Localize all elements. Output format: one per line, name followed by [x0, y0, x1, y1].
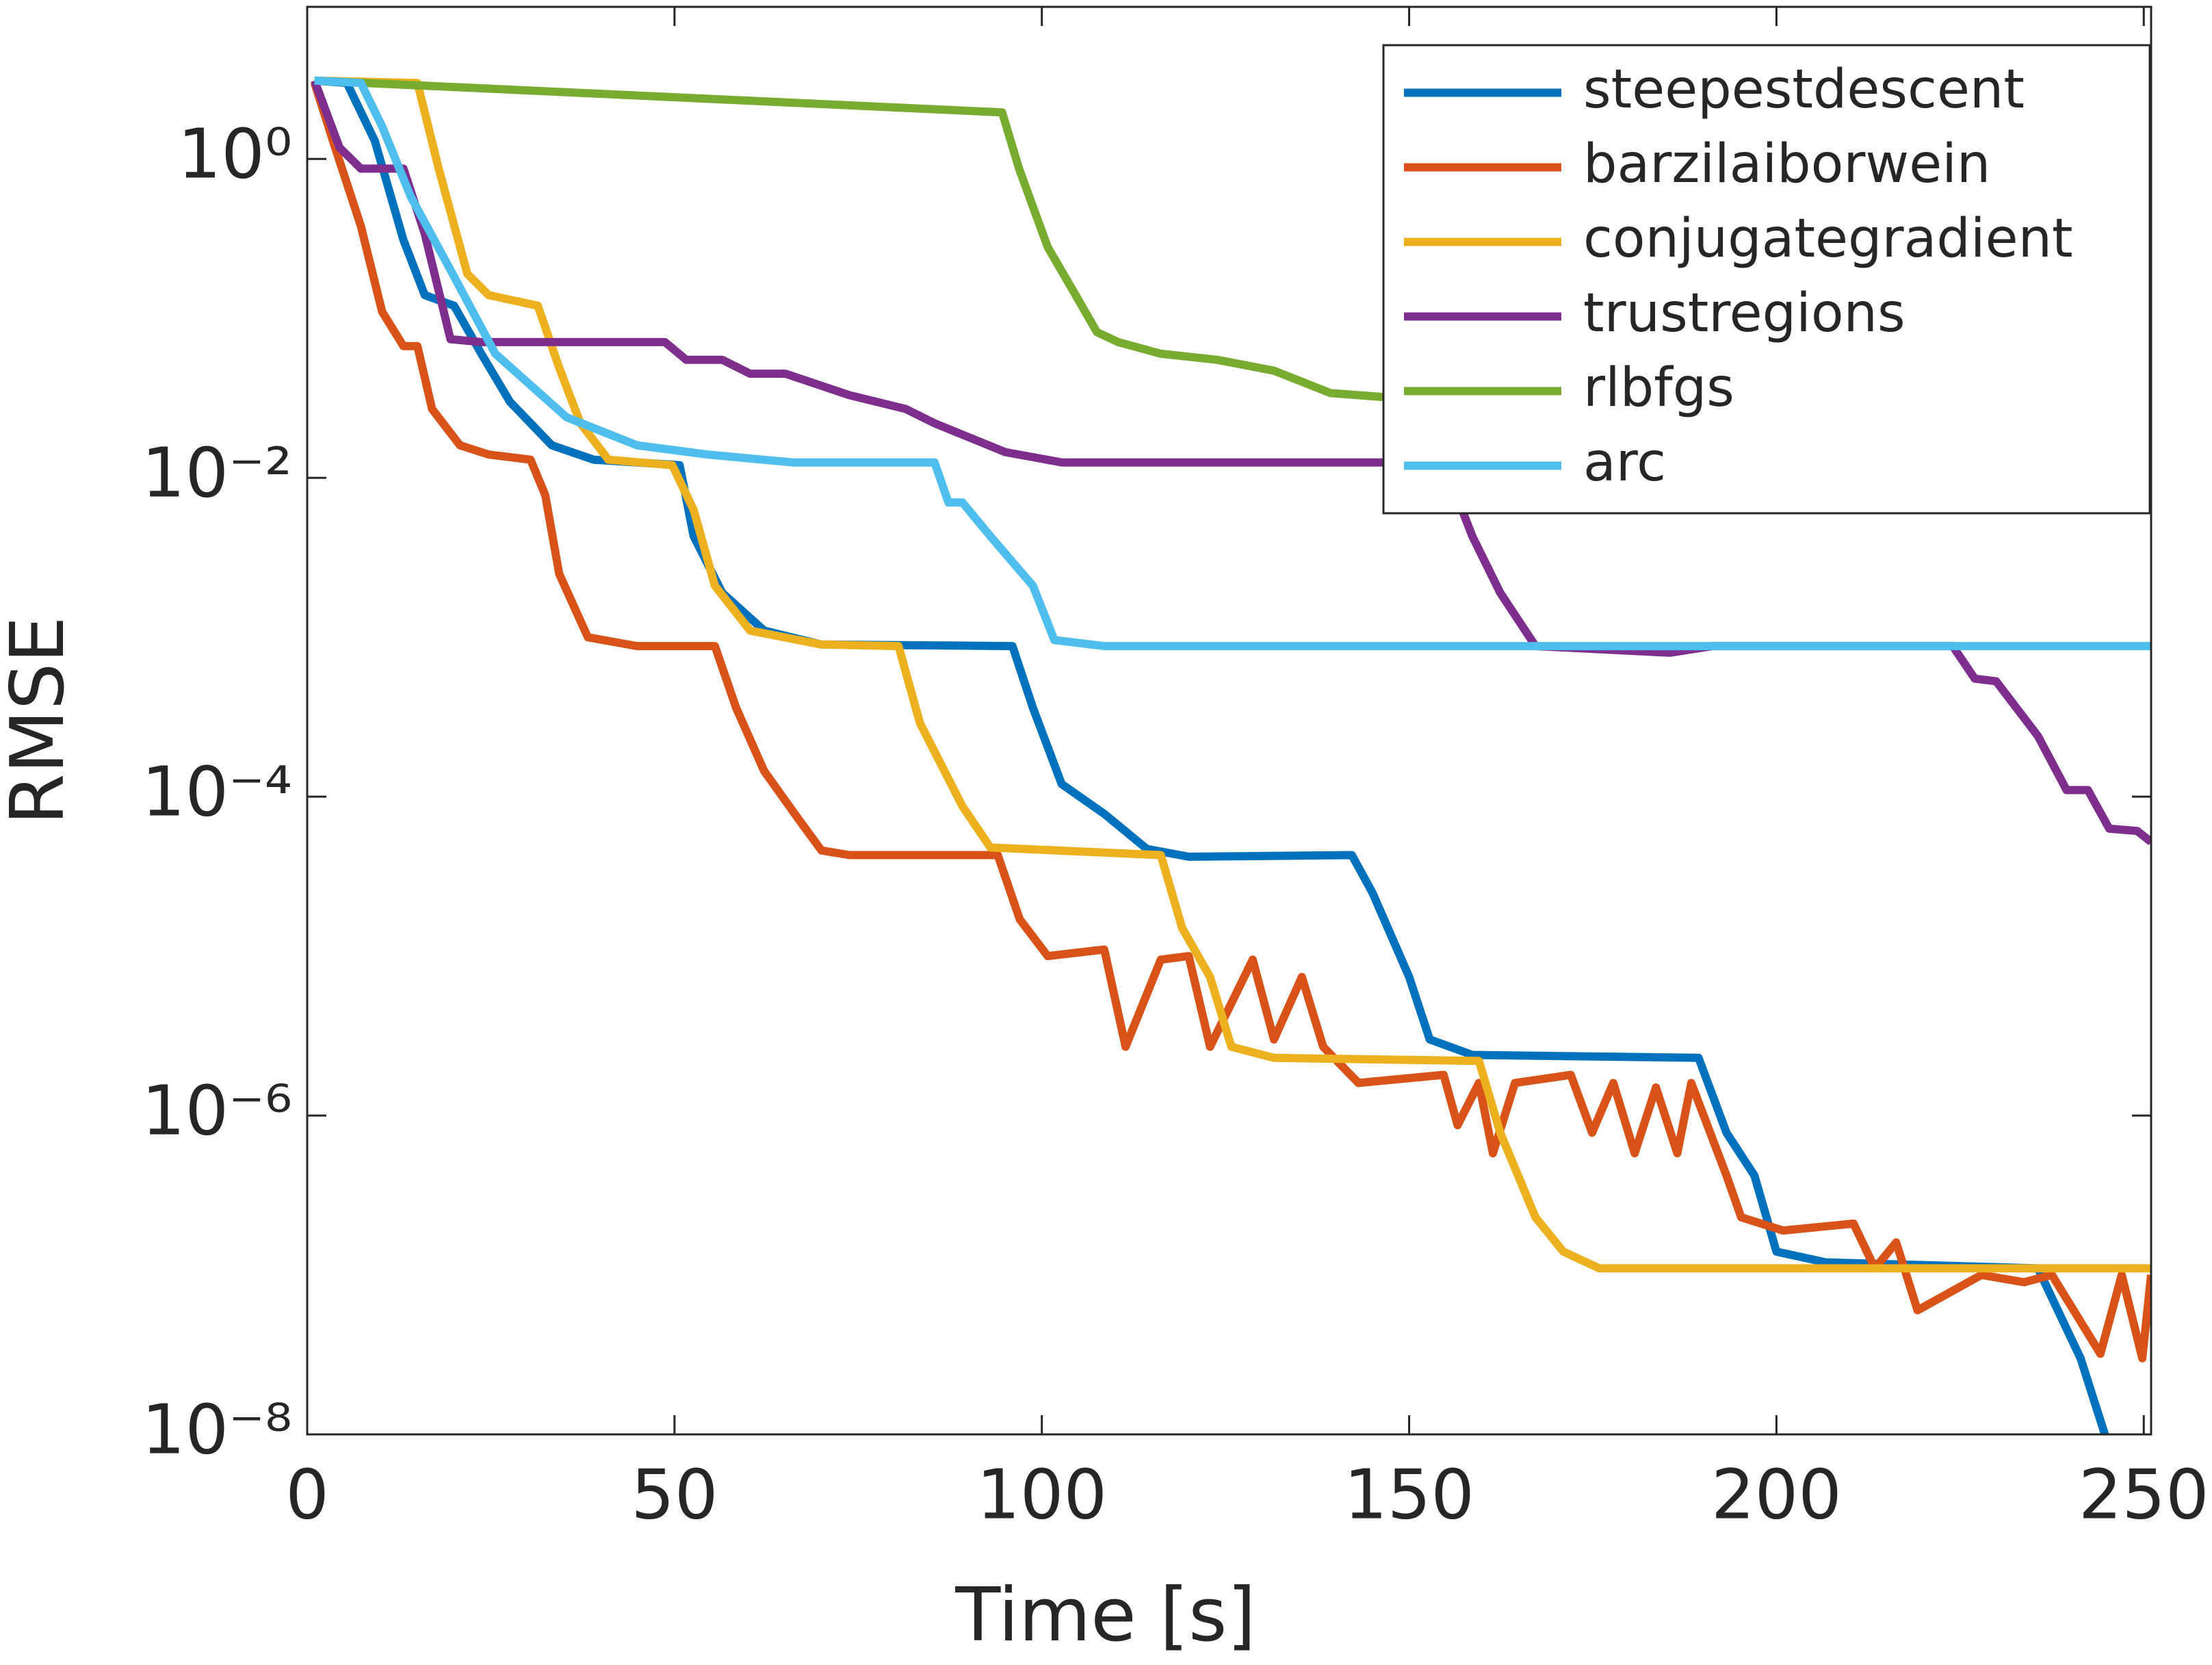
axes-box	[306, 5, 2152, 1436]
legend-label: barzilaiborwein	[1583, 133, 1990, 195]
x-tick-label: 150	[1344, 1454, 1474, 1534]
legend-label: conjugategradient	[1583, 208, 2073, 270]
y-tick-label: 10⁰	[178, 114, 292, 194]
y-tick-label: 10⁻²	[142, 433, 292, 513]
x-tick-label: 250	[2079, 1454, 2209, 1534]
x-tick-label: 200	[1711, 1454, 1842, 1534]
legend-label: trustregions	[1583, 283, 1905, 344]
x-tick-label: 50	[631, 1454, 718, 1534]
x-tick-label: 0	[285, 1454, 329, 1534]
legend-label: steepestdescent	[1583, 59, 2025, 120]
series-line	[314, 76, 2151, 651]
legend-label: rlbfgs	[1583, 357, 1734, 419]
y-tick-label: 10⁻⁶	[142, 1070, 292, 1150]
lines	[310, 76, 2151, 1434]
series-line	[310, 81, 2151, 1363]
y-axis-label: RMSE	[0, 616, 81, 825]
legend-box	[1382, 44, 2151, 515]
x-tick-label: 100	[976, 1454, 1107, 1534]
y-tick-label: 10⁻⁴	[142, 751, 292, 831]
x-axis-label: Time [s]	[954, 1573, 1255, 1658]
series-line	[314, 76, 2151, 1273]
y-tick-label: 10⁻⁸	[142, 1389, 292, 1469]
series-line	[311, 79, 2151, 846]
legend-label: arc	[1583, 432, 1666, 493]
series-line	[314, 76, 2109, 1434]
